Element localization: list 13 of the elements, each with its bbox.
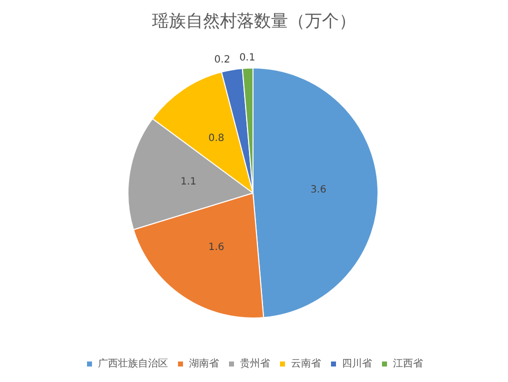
data-label: 1.6: [208, 242, 224, 253]
data-label: 3.6: [310, 184, 326, 196]
data-label: 0.2: [214, 54, 230, 66]
legend-label: 广西壮族自治区: [98, 358, 168, 370]
legend-label: 湖南省: [189, 358, 219, 370]
data-label: 1.1: [180, 176, 196, 188]
legend-label: 江西省: [393, 358, 423, 370]
legend-label: 云南省: [291, 358, 321, 370]
legend-label: 四川省: [342, 358, 372, 370]
chart-title: 瑶族自然村落数量（万个）: [152, 12, 356, 32]
legend-label: 贵州省: [240, 358, 270, 370]
data-label: 0.1: [239, 52, 256, 64]
data-label: 0.8: [208, 133, 224, 144]
